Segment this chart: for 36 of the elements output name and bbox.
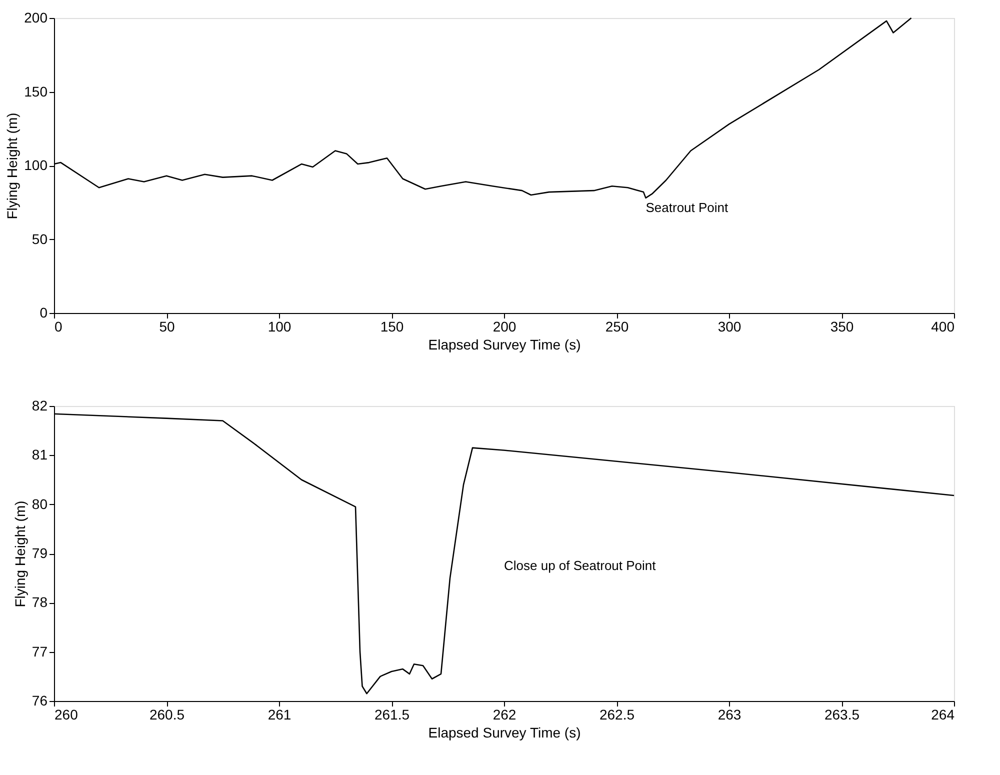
x-tick-label: 200: [492, 318, 516, 334]
y-tick-label: 77: [32, 643, 48, 660]
x-tick-label: 300: [718, 318, 742, 334]
y-tick-label: 150: [24, 83, 48, 100]
x-tick-label: 261: [268, 706, 292, 722]
x-tick-label: 262: [492, 706, 516, 722]
x-tick-label: 263: [718, 706, 742, 722]
y-tick-label: 82: [32, 398, 48, 414]
x-tick-label: 50: [159, 318, 175, 334]
x-tick-label: 250: [605, 318, 629, 334]
x-tick-label: 263.5: [824, 706, 860, 722]
x-tick-label: 100: [268, 318, 292, 334]
x-tick-label: 0: [54, 318, 62, 334]
x-axis-title: Elapsed Survey Time (s): [428, 336, 581, 352]
x-tick-label: 262.5: [599, 706, 635, 722]
x-tick-label: 400: [931, 318, 955, 334]
x-tick-label: 260: [54, 706, 78, 722]
y-axis-title: Flying Height (m): [4, 112, 20, 220]
x-tick-label: 150: [380, 318, 404, 334]
y-tick-label: 81: [32, 446, 48, 463]
y-axis-title: Flying Height (m): [12, 500, 28, 608]
x-tick-label: 261.5: [374, 706, 410, 722]
annotation: Close up of Seatrout Point: [504, 558, 656, 573]
annotation: Seatrout Point: [646, 200, 729, 215]
y-tick-label: 100: [24, 157, 48, 173]
x-tick-label: 350: [830, 318, 854, 334]
x-axis-title: Elapsed Survey Time (s): [428, 724, 581, 740]
y-tick-label: 76: [32, 692, 48, 708]
x-tick-label: 264: [931, 706, 955, 722]
y-tick-label: 80: [32, 496, 48, 512]
y-tick-label: 50: [32, 230, 48, 247]
y-tick-label: 79: [32, 545, 48, 561]
y-tick-label: 0: [40, 304, 48, 320]
y-tick-label: 78: [32, 594, 48, 610]
x-tick-label: 260.5: [149, 706, 185, 722]
y-tick-label: 200: [24, 10, 48, 26]
